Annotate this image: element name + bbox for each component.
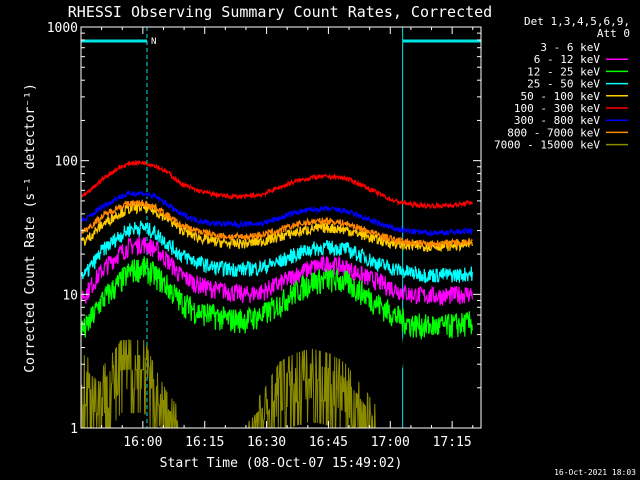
chart-title: RHESSI Observing Summary Count Rates, Co… — [68, 3, 492, 21]
x-axis-label: Start Time (08-Oct-07 15:49:02) — [160, 456, 403, 471]
legend-label: 300 - 800 keV — [514, 114, 600, 127]
series-line-12-25kev — [81, 256, 473, 340]
plot-area: N 16:00 16:15 16:30 16:45 17:00 17:15 1101001… — [47, 21, 482, 450]
series-line-25-50kev — [81, 220, 473, 284]
series-line-3-6kev — [81, 260, 473, 378]
legend-label: 800 - 7000 keV — [507, 126, 600, 139]
timestamp: 16-Oct-2021 18:03 — [554, 468, 636, 477]
y-tick-label: 10 — [62, 288, 78, 303]
legend-label: 100 - 300 keV — [514, 102, 600, 115]
series-line-800-7000kev — [81, 198, 473, 249]
legend-label: 6 - 12 keV — [534, 53, 601, 66]
y-tick-label: 1 — [70, 422, 78, 437]
series-line-6-12kev — [81, 235, 473, 306]
y-axis-label: Corrected Count Rate (s⁻¹ detector⁻¹) — [23, 83, 38, 373]
x-tick-label: 16:45 — [309, 435, 348, 450]
x-axis: 16:00 16:15 16:30 16:45 17:00 17:15 — [101, 27, 474, 450]
legend-label: 12 - 25 keV — [527, 65, 600, 78]
legend-label: 3 - 6 keV — [540, 41, 600, 54]
legend-label: 25 - 50 keV — [527, 78, 600, 91]
legend-header-line-2: Att 0 — [597, 27, 630, 40]
series-line-300-800kev — [81, 190, 473, 237]
y-tick-label: 1000 — [47, 21, 78, 36]
legend-label: 7000 - 15000 keV — [494, 139, 600, 152]
y-axis: 1 10 100 1000 — [47, 21, 481, 437]
x-tick-label: 16:00 — [123, 435, 162, 450]
x-tick-label: 16:15 — [185, 435, 224, 450]
legend-header-line-1: Det 1,3,4,5,6,9, — [524, 15, 630, 28]
plot-frame — [80, 26, 482, 429]
night-marker-label: N — [151, 37, 156, 47]
series-layer — [81, 160, 473, 429]
series-line-100-300kev — [81, 160, 473, 210]
x-tick-label: 16:30 — [247, 435, 286, 450]
y-tick-label: 100 — [55, 155, 78, 170]
x-tick-label: 17:15 — [433, 435, 472, 450]
x-tick-label: 17:00 — [371, 435, 410, 450]
legend-label: 50 - 100 keV — [521, 90, 601, 103]
